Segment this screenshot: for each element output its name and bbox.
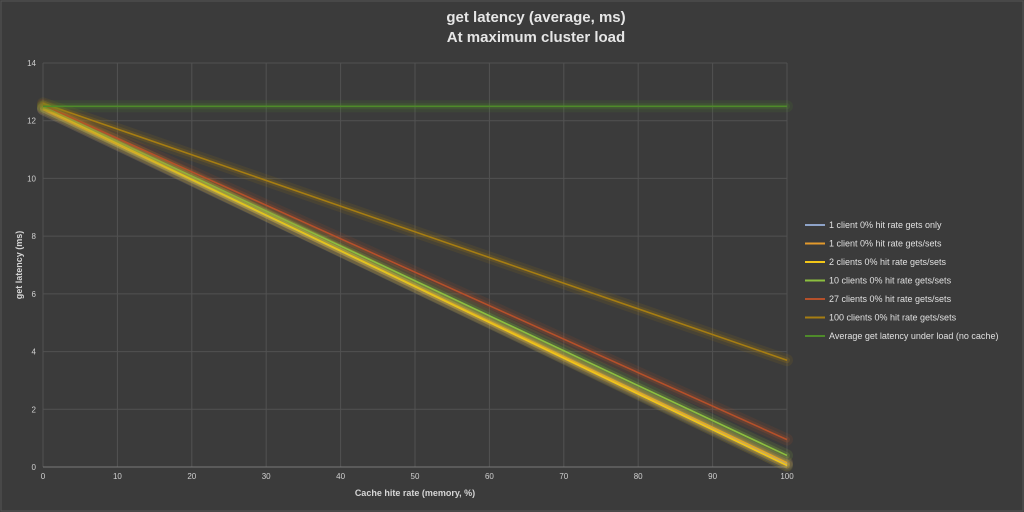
axis-ticks: 0 10 20 30 40 50 60 70 80 90 100 0 2 4 6 8 10 12 14 <box>27 59 794 481</box>
legend-label: 10 clients 0% hit rate gets/sets <box>829 276 952 286</box>
x-tick-label: 0 <box>41 472 46 481</box>
x-tick-label: 100 <box>780 472 794 481</box>
legend: 1 client 0% hit rate gets only 1 client 0… <box>805 220 998 341</box>
chart-title: get latency (average, ms) <box>446 9 625 26</box>
x-axis-label: Cache hite rate (memory, %) <box>355 488 475 498</box>
x-tick-label: 20 <box>187 472 196 481</box>
x-tick-label: 10 <box>113 472 122 481</box>
y-tick-label: 8 <box>32 232 37 241</box>
grid <box>42 62 788 468</box>
y-tick-label: 0 <box>32 463 37 472</box>
series-line <box>37 97 793 367</box>
plot-area <box>37 97 793 472</box>
legend-label: 1 client 0% hit rate gets/sets <box>829 239 942 249</box>
legend-label: 27 clients 0% hit rate gets/sets <box>829 294 952 304</box>
series-line-core <box>42 105 788 457</box>
x-tick-label: 90 <box>708 472 717 481</box>
legend-item: 1 client 0% hit rate gets/sets <box>805 239 942 249</box>
series-line <box>37 100 793 462</box>
legend-item: 27 clients 0% hit rate gets/sets <box>805 294 952 304</box>
y-tick-label: 12 <box>27 117 36 126</box>
legend-label: Average get latency under load (no cache… <box>829 331 998 341</box>
x-tick-label: 30 <box>262 472 271 481</box>
y-tick-label: 6 <box>32 290 37 299</box>
legend-item: Average get latency under load (no cache… <box>805 331 998 341</box>
series-line-core <box>42 107 788 467</box>
legend-item: 2 clients 0% hit rate gets/sets <box>805 257 947 267</box>
x-tick-label: 40 <box>336 472 345 481</box>
series-line-core <box>42 104 788 441</box>
y-tick-label: 4 <box>32 348 37 357</box>
legend-item: 1 client 0% hit rate gets only <box>805 220 942 230</box>
series-line-core <box>42 102 788 361</box>
x-tick-label: 70 <box>559 472 568 481</box>
x-tick-label: 50 <box>411 472 420 481</box>
x-tick-label: 80 <box>634 472 643 481</box>
legend-label: 1 client 0% hit rate gets only <box>829 220 942 230</box>
series-line <box>37 101 793 472</box>
y-axis-label: get latency (ms) <box>14 231 24 300</box>
series-line <box>37 98 793 446</box>
chart-subtitle: At maximum cluster load <box>447 29 625 46</box>
x-tick-label: 60 <box>485 472 494 481</box>
y-tick-label: 2 <box>32 405 37 414</box>
y-tick-label: 14 <box>27 59 36 68</box>
legend-item: 100 clients 0% hit rate gets/sets <box>805 313 957 323</box>
legend-label: 100 clients 0% hit rate gets/sets <box>829 313 957 323</box>
legend-label: 2 clients 0% hit rate gets/sets <box>829 257 947 267</box>
legend-item: 10 clients 0% hit rate gets/sets <box>805 276 952 286</box>
y-tick-label: 10 <box>27 174 36 183</box>
